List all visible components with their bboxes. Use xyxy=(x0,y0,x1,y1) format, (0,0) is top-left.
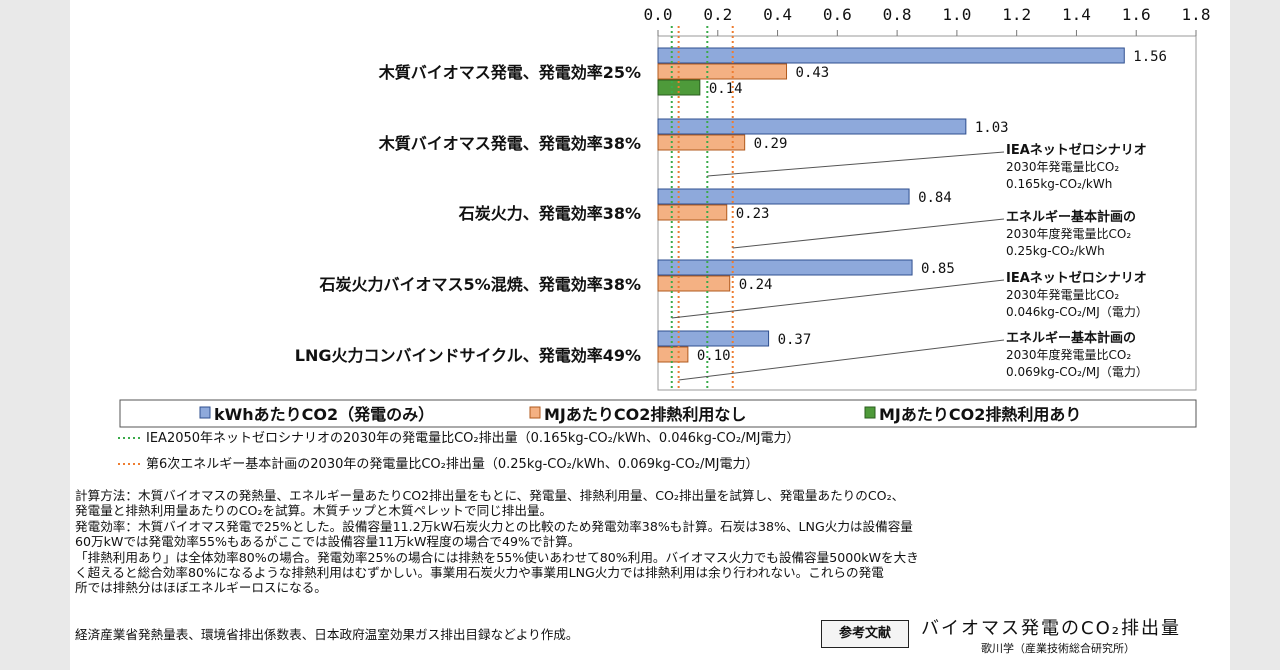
annotation-text: 0.165kg-CO₂/kWh xyxy=(1006,177,1112,191)
annotation-text: 2030年度発電量比CO₂ xyxy=(1006,347,1131,362)
annotation-text: エネルギー基本計画の xyxy=(1006,330,1136,346)
annotation-text: 0.25kg-CO₂/kWh xyxy=(1006,244,1105,258)
x-tick-label: 0.0 xyxy=(644,5,673,24)
bar xyxy=(657,47,1125,64)
bar xyxy=(657,330,770,347)
x-tick-label: 0.2 xyxy=(703,5,732,24)
note-line: 60万kWでは発電効率55%もあるがここでは設備容量11万kW程度の場合で49%… xyxy=(75,534,581,550)
bar-chart: 0.0 0.2 0.4 0.6 0.8 1.0 1.2 1.4 1.6 1.8 1.56 0.43 0… xyxy=(118,5,1211,472)
annotation-text: IEAネットゼロシナリオ xyxy=(1006,270,1147,286)
legend-label: MJあたりCO2排熱利用あり xyxy=(879,405,1081,424)
bar xyxy=(657,275,731,292)
annotation-text: 2030年発電量比CO₂ xyxy=(1006,288,1119,302)
sources-text: 経済産業省発熱量表、環境省排出係数表、日本政府温室効果ガス排出目録などより作成。 xyxy=(75,627,579,642)
calculation-notes: 計算方法：木質バイオマスの発熱量、エネルギー量あたりCO2排出量をもとに、発電量… xyxy=(75,488,1235,596)
annotation-text: エネルギー基本計画の xyxy=(1006,209,1136,225)
x-tick-label: 1.6 xyxy=(1122,5,1151,24)
annotation-leader xyxy=(671,279,1005,319)
bar xyxy=(657,118,967,135)
note-line: 発電量と排熱利用量あたりのCO₂を試算。木質チップと木質ペレットで同じ排出量。 xyxy=(75,503,553,519)
note-line: 計算方法：木質バイオマスの発熱量、エネルギー量あたりCO2排出量をもとに、発電量… xyxy=(75,488,905,503)
annotation-leader xyxy=(678,339,1005,381)
data-label: 1.03 xyxy=(975,120,1009,136)
bar xyxy=(657,204,728,221)
reference-legend-label: IEA2050年ネットゼロシナリオの2030年の発電量比CO₂排出量（0.165… xyxy=(146,431,799,446)
reference-badge: 参考文献 xyxy=(821,620,909,648)
x-axis-ticks: 0.0 0.2 0.4 0.6 0.8 1.0 1.2 1.4 1.6 1.8 xyxy=(644,5,1211,36)
bar xyxy=(657,188,910,205)
annotation-text: 2030年度発電量比CO₂ xyxy=(1006,226,1131,241)
slide-author: 歌川学（産業技術総合研究所） xyxy=(981,642,1135,655)
x-tick-label: 0.8 xyxy=(883,5,912,24)
annotation-text: 2030年発電量比CO₂ xyxy=(1006,160,1119,174)
annotation-text: IEAネットゼロシナリオ xyxy=(1006,142,1147,158)
category-label: LNG火力コンバインドサイクル、発電効率49% xyxy=(295,346,641,365)
legend-box xyxy=(119,399,1197,428)
legend-swatch xyxy=(529,406,541,419)
x-tick-label: 1.4 xyxy=(1062,5,1091,24)
data-label: 0.29 xyxy=(754,136,788,152)
bar xyxy=(657,259,913,276)
footer: 経済産業省発熱量表、環境省排出係数表、日本政府温室効果ガス排出目録などより作成。… xyxy=(75,618,1235,660)
annotation-text: 0.046kg-CO₂/MJ（電力） xyxy=(1006,305,1148,319)
bar xyxy=(657,63,788,80)
note-line: 所では排熱分はほぼエネルギーロスになる。 xyxy=(75,580,327,596)
annotation-text: 0.069kg-CO₂/MJ（電力） xyxy=(1006,365,1148,379)
x-tick-label: 1.0 xyxy=(942,5,971,24)
legend-swatch xyxy=(199,406,211,419)
data-label: 0.84 xyxy=(918,190,952,206)
category-labels: 木質バイオマス発電、発電効率25% 木質バイオマス発電、発電効率38% 石炭火力、発… xyxy=(295,63,641,365)
category-label: 木質バイオマス発電、発電効率38% xyxy=(378,134,641,153)
legend-label: MJあたりCO2排熱利用なし xyxy=(544,405,746,424)
category-label: 石炭火力、発電効率38% xyxy=(458,204,641,223)
data-label: 0.37 xyxy=(778,332,812,348)
annotation-leader xyxy=(732,218,1005,249)
x-tick-label: 1.2 xyxy=(1002,5,1031,24)
data-label: 0.23 xyxy=(736,206,770,222)
bar-series: 1.56 0.43 0.14 1.03 0.29 0.84 0.23 0.85 0.24 0.37… xyxy=(657,47,1167,364)
x-tick-label: 0.6 xyxy=(823,5,852,24)
reference-lines xyxy=(670,26,734,390)
category-label: 石炭火力バイオマス5%混焼、発電効率38% xyxy=(319,275,641,294)
data-label: 0.43 xyxy=(796,65,830,81)
legend-label: kWhあたりCO2（発電のみ） xyxy=(214,405,434,424)
x-tick-label: 0.4 xyxy=(763,5,792,24)
annotation-leader xyxy=(707,151,1005,177)
note-line: く超えると総合効率80%になるような排熱利用はむずかしい。事業用石炭火力や事業用… xyxy=(75,565,884,581)
legend-swatch xyxy=(864,406,876,419)
reference-line-legend: IEA2050年ネットゼロシナリオの2030年の発電量比CO₂排出量（0.165… xyxy=(118,431,799,472)
legend: kWhあたりCO2（発電のみ） MJあたりCO2排熱利用なし MJあたりCO2排熱利… xyxy=(199,405,1081,424)
x-tick-label: 1.8 xyxy=(1182,5,1211,24)
note-line: 発電効率：木質バイオマス発電で25%とした。設備容量11.2万kW石炭火力との比… xyxy=(75,518,913,534)
data-label: 0.85 xyxy=(921,261,955,277)
data-label: 0.10 xyxy=(697,348,731,364)
bar xyxy=(657,134,746,151)
annotations: IEAネットゼロシナリオ 2030年発電量比CO₂ 0.165kg-CO₂/kWh エ… xyxy=(671,142,1148,381)
reference-legend-label: 第6次エネルギー基本計画の2030年の発電量比CO₂排出量（0.25kg-CO₂… xyxy=(146,456,758,472)
note-line: 「排熱利用あり」は全体効率80%の場合。発電効率25%の場合には排熱を55%使い… xyxy=(75,549,919,565)
data-label: 1.56 xyxy=(1133,49,1167,65)
data-label: 0.24 xyxy=(739,277,773,293)
slide-title: バイオマス発電のCO₂排出量 xyxy=(921,618,1181,639)
data-label: 0.14 xyxy=(709,81,743,97)
category-label: 木質バイオマス発電、発電効率25% xyxy=(378,63,641,82)
bar xyxy=(657,346,689,363)
